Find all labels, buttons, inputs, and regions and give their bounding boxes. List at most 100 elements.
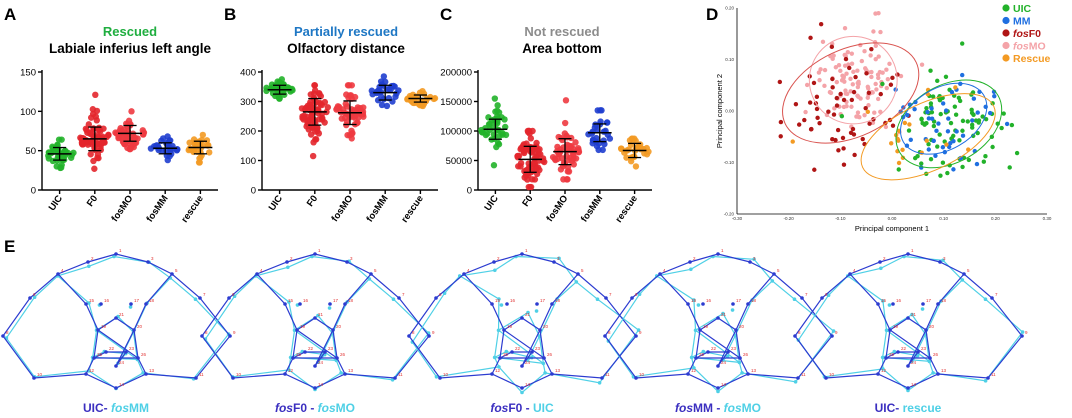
landmark <box>144 372 148 376</box>
data-point <box>597 107 604 114</box>
legend-label: MM <box>1013 16 1031 28</box>
landmark-number: 2 <box>91 256 94 261</box>
landmark-number: 13 <box>348 368 354 373</box>
data-point <box>192 143 200 150</box>
landmark <box>831 329 836 333</box>
landmark-number: 13 <box>751 368 757 373</box>
pca-x-tick: 0.30 <box>1043 216 1052 221</box>
pca-point <box>938 173 943 178</box>
landmark-number: 13 <box>555 368 561 373</box>
pca-point <box>845 91 850 97</box>
landmark <box>796 376 800 380</box>
landmark <box>99 302 103 306</box>
landmark-number: 19 <box>893 324 899 329</box>
landmark-number: 25 <box>296 352 302 357</box>
data-point <box>91 165 98 172</box>
data-point <box>632 137 639 144</box>
confidence-ellipse <box>900 82 988 155</box>
pca-point <box>876 54 881 59</box>
pca-point <box>929 116 935 121</box>
landmark <box>746 302 750 306</box>
pca-point <box>987 110 993 116</box>
pca-point <box>924 138 929 143</box>
pca-point <box>971 112 976 118</box>
landmark-number: 2 <box>497 256 500 261</box>
shape-b-cyan <box>203 254 431 392</box>
landmark <box>746 372 750 376</box>
y-tick-label: 50 <box>25 146 36 157</box>
landmark <box>391 297 396 302</box>
group-rescue: rescue <box>613 135 652 225</box>
data-point <box>85 121 93 128</box>
landmark <box>295 328 299 332</box>
landmark-number: 20 <box>739 324 745 329</box>
pca-point <box>965 119 970 124</box>
landmark-number: 1 <box>721 248 724 253</box>
pca-point <box>851 69 856 75</box>
landmark <box>502 328 506 332</box>
pca-point <box>931 138 936 144</box>
pca-point <box>957 98 963 104</box>
data-point <box>87 151 94 158</box>
landmark-number: 19 <box>703 324 709 329</box>
landmark <box>84 302 88 306</box>
data-point <box>594 126 601 133</box>
pca-point <box>830 85 835 90</box>
caption-part: fos <box>490 401 508 415</box>
legend-italic-part: fos <box>1013 41 1029 53</box>
x-category-label: UIC <box>482 193 500 213</box>
landmark-number: 21 <box>525 312 531 317</box>
data-point <box>525 183 532 191</box>
pca-point <box>830 76 835 82</box>
landmark-number: 5 <box>374 268 377 273</box>
data-point <box>517 159 525 167</box>
pca-point <box>960 164 965 170</box>
landmark <box>962 272 966 276</box>
data-point <box>93 117 100 124</box>
data-point <box>521 168 528 175</box>
landmark-number: 11 <box>991 372 996 377</box>
landmark-number: 16 <box>706 298 712 303</box>
data-point <box>345 82 353 89</box>
legend-marker <box>1002 16 1010 25</box>
pca-point <box>870 120 876 125</box>
landmark-number: 11 <box>801 372 806 377</box>
pca-point <box>935 78 940 84</box>
caption-part: fos <box>111 401 129 415</box>
pca-point <box>928 101 934 106</box>
landmark <box>328 302 332 306</box>
shape-b-cyan <box>606 254 836 394</box>
data-point <box>159 135 167 142</box>
pca-point <box>845 49 851 55</box>
landmark <box>576 272 580 276</box>
pca-point <box>872 110 877 115</box>
caption-part: fos <box>275 401 293 415</box>
data-point <box>523 140 530 147</box>
landmark <box>369 272 373 276</box>
shape-a-blue <box>407 252 638 390</box>
pca-point <box>804 82 810 88</box>
landmark <box>144 302 148 306</box>
data-point <box>565 168 573 175</box>
landmark <box>132 328 136 332</box>
data-point <box>276 95 283 102</box>
landmark <box>56 272 60 276</box>
pca-point <box>864 67 869 73</box>
outline <box>2 253 231 389</box>
y-tick-label: 150 <box>20 68 36 79</box>
landmark <box>716 252 720 256</box>
landmark-number: 10 <box>639 372 645 377</box>
landmark-number: 25 <box>699 352 705 357</box>
landmark <box>327 306 332 310</box>
group-uic: UIC <box>263 76 296 213</box>
legend-label: fosF0 <box>1013 28 1041 40</box>
legend-label: UIC <box>1013 3 1032 15</box>
landmark-number: 18 <box>555 298 561 303</box>
data-point <box>575 148 583 156</box>
pca-point <box>832 106 837 111</box>
data-point <box>307 91 314 98</box>
pca-point <box>849 104 854 109</box>
group-f0: F0 <box>514 127 548 209</box>
landmark <box>896 350 900 354</box>
